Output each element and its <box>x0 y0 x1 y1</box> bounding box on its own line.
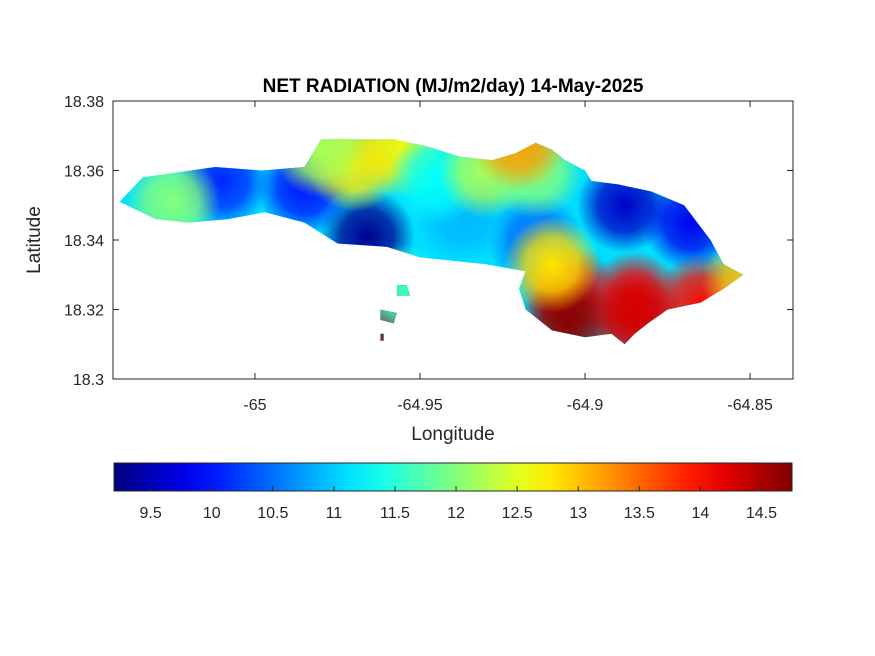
colorbar-tick-label: 10 <box>203 505 221 522</box>
colorbar-tick-label: 13.5 <box>624 505 655 522</box>
chart-title: NET RADIATION (MJ/m2/day) 14-May-2025 <box>263 76 644 97</box>
y-tick-label: 18.36 <box>64 164 104 181</box>
colorbar-ticks: 9.5 10 10.5 11 11.5 12 12.5 13 13.5 14 14.5 <box>140 486 777 522</box>
x-tick-label: -65 <box>243 397 266 414</box>
colorbar-tick-label: 14 <box>691 505 709 522</box>
colorbar <box>113 462 793 492</box>
field-sample <box>272 139 369 198</box>
y-tick-label: 18.3 <box>73 372 104 389</box>
x-tick-label: -64.95 <box>397 397 442 414</box>
x-axis-label: Longitude <box>411 424 494 445</box>
y-tick-label: 18.34 <box>64 233 104 250</box>
colorbar-tick-label: 11 <box>326 505 343 522</box>
y-axis-ticks: 18.3 18.32 18.34 18.36 18.38 <box>64 94 793 389</box>
y-tick-label: 18.38 <box>64 94 104 111</box>
colorbar-tick-label: 10.5 <box>257 505 288 522</box>
colorbar-tick-label: 11.5 <box>380 505 410 522</box>
colorbar-tick-label: 12.5 <box>502 505 533 522</box>
colorbar-tick-label: 12 <box>447 505 465 522</box>
colorbar-tick-label: 14.5 <box>746 505 777 522</box>
colorbar-tick-label: 9.5 <box>140 505 162 522</box>
y-axis-label: Latitude <box>24 206 45 274</box>
y-tick-label: 18.32 <box>64 303 104 320</box>
x-tick-label: -64.85 <box>727 397 772 414</box>
x-axis-ticks: -65 -64.95 -64.9 -64.85 <box>243 101 773 414</box>
field-sample <box>504 216 601 313</box>
x-tick-label: -64.9 <box>567 397 604 414</box>
colorbar-tick-label: 13 <box>569 505 587 522</box>
